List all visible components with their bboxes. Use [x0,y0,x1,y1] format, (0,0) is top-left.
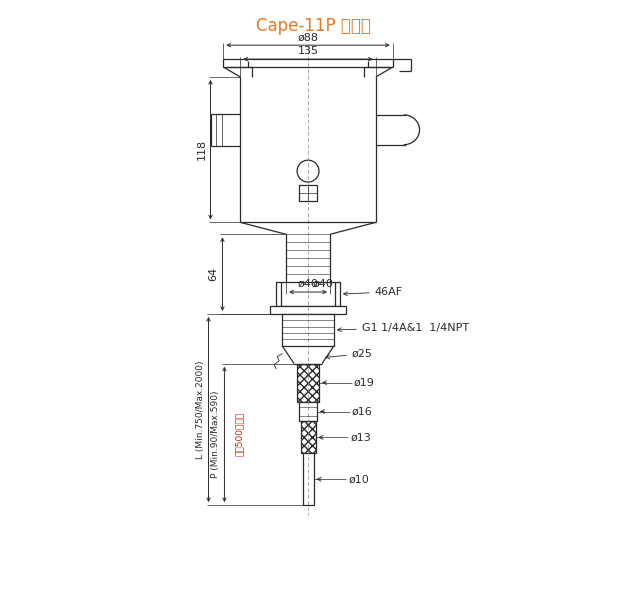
Text: ø13: ø13 [350,433,371,442]
Bar [299,185,317,201]
Text: ø10: ø10 [348,474,369,484]
Bar [299,402,317,421]
Text: 135: 135 [298,46,319,56]
Text: Cape-11P 防护型: Cape-11P 防护型 [256,18,371,35]
Text: L (Min.750/Max.2000): L (Min.750/Max.2000) [196,360,204,459]
Text: ø25: ø25 [326,349,373,359]
Bar [282,314,334,346]
Text: P (Min.90/Max.590): P (Min.90/Max.590) [212,391,220,478]
Text: 64: 64 [208,267,219,281]
Bar [297,364,319,402]
Bar [270,306,346,314]
Bar [300,421,316,453]
Text: G1 1/4A&1  1/4NPT: G1 1/4A&1 1/4NPT [337,323,469,333]
Bar [303,453,314,505]
Text: 大于500需定制: 大于500需定制 [235,412,243,456]
Bar [276,282,340,306]
Text: ø40: ø40 [298,279,318,289]
Text: ø88: ø88 [298,32,319,42]
Text: ø19: ø19 [354,378,374,388]
Text: 46AF: 46AF [344,287,403,297]
Text: ø16: ø16 [352,407,373,416]
Text: 118: 118 [197,139,206,160]
Text: ø40: ø40 [313,279,334,289]
